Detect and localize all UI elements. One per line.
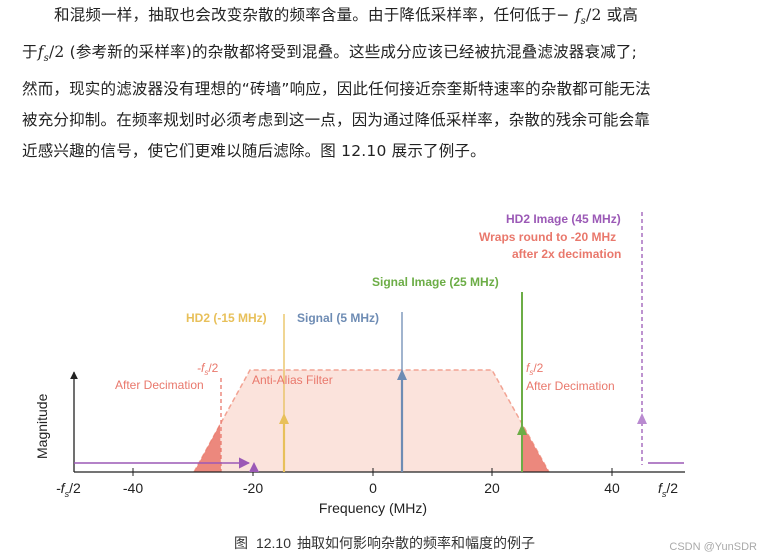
x-axis-label: Frequency (MHz) (319, 500, 427, 516)
alias-region-right (522, 424, 549, 472)
paragraph-line-5: 近感兴趣的信号，使它们更难以随后滤除。图 12.10 展示了例子。 (22, 142, 486, 161)
tick-label: -40 (123, 480, 143, 496)
paragraph-line-4: 被充分抑制。在频率规划时必须考虑到这一点，因为通过降低采样率，杂散的残余可能会靠 (22, 111, 651, 130)
pos-fs2-label: fs/2 (526, 361, 544, 377)
neg-fs2-label: -fs/2 (197, 361, 219, 377)
anti-alias-filter-outline (193, 369, 550, 473)
figure-caption: 图 12.10 抽取如何影响杂散的频率和幅度的例子 (233, 535, 536, 552)
tick-label: -20 (243, 480, 263, 496)
watermark: CSDN @YunSDR (669, 541, 757, 553)
math-fs-half: fs/2 (574, 6, 602, 28)
tick-label: 40 (604, 480, 620, 496)
hd2-image-arrow (637, 212, 647, 465)
x-tick-labels: -40 -20 0 20 40 (123, 480, 620, 496)
neg-fs2-tick-label: -fs/2 (56, 480, 81, 499)
anti-alias-filter-shape (194, 370, 549, 472)
math-fs-half: fs/2 (37, 43, 65, 65)
signal-image-arrow (517, 292, 527, 472)
pos-fs2-tick-label: fs/2 (658, 480, 678, 499)
hd2-neg-label: HD2 (-15 MHz) (186, 311, 267, 325)
wrap-note-line-1: Wraps round to -20 MHz (479, 230, 616, 244)
body-paragraph: 和混频一样，抽取也会改变杂散的频率含量。由于降低采样率，任何低于− fs/2 或… (22, 0, 746, 167)
paragraph-line-2: 于fs/2 (参考新的采样率)的杂散都将受到混叠。这些成分应该已经被抗混叠滤波器… (22, 43, 638, 65)
signal-arrow (397, 312, 407, 472)
anti-alias-filter-label: Anti-Alias Filter (252, 373, 333, 387)
after-decimation-right-label: After Decimation (526, 379, 615, 393)
hd2-alias-arrow (249, 462, 259, 472)
tick-label: 20 (484, 480, 500, 496)
paragraph-line-3: 然而，现实的滤波器没有理想的“砖墙”响应，因此任何接近奈奎斯特速率的杂散都可能无… (22, 80, 651, 99)
signal-image-label: Signal Image (25 MHz) (372, 275, 499, 289)
signal-label: Signal (5 MHz) (297, 311, 379, 325)
paragraph-line-1: 和混频一样，抽取也会改变杂散的频率含量。由于降低采样率，任何低于− fs/2 或… (54, 6, 639, 28)
after-decimation-left-label: After Decimation (115, 378, 204, 392)
wrap-note-line-2: after 2x decimation (512, 247, 621, 261)
hd2-image-label: HD2 Image (45 MHz) (506, 212, 621, 226)
alias-region-left (194, 424, 221, 472)
tick-label: 0 (369, 480, 377, 496)
y-axis-label: Magnitude (34, 393, 50, 459)
hd2-neg-arrow (279, 314, 289, 472)
